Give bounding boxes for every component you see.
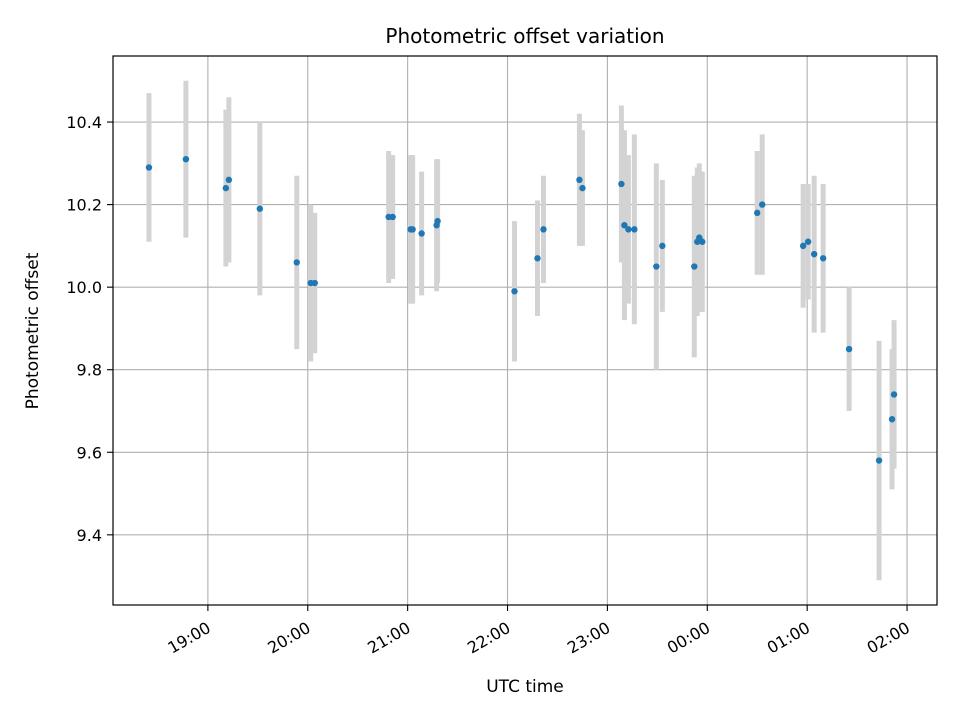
data-point [389, 213, 396, 221]
data-point [890, 391, 898, 398]
data-point [576, 176, 583, 184]
data-point [409, 226, 416, 233]
y-tick-label: 9.4 [77, 526, 102, 545]
data-point [625, 226, 632, 233]
data-point [699, 238, 706, 245]
y-tick-label: 9.6 [77, 443, 102, 462]
data-point [256, 205, 264, 212]
data-point [659, 242, 666, 250]
data-points [145, 155, 898, 464]
plot-frame [112, 55, 938, 606]
data-point [653, 263, 660, 270]
data-point [145, 164, 153, 171]
data-point [754, 209, 761, 217]
data-point [618, 180, 625, 188]
x-axis-label: UTC time [486, 677, 564, 697]
data-point [810, 250, 818, 258]
data-point [631, 226, 638, 233]
data-point [804, 238, 812, 245]
y-tick-label: 9.8 [77, 361, 102, 380]
data-point [418, 230, 425, 237]
y-axis-label: Photometric offset [23, 252, 43, 409]
data-point [691, 263, 698, 270]
y-axis-ticks: 9.4 9.6 9.8 10.0 10.2 10.4 [66, 113, 113, 545]
data-point [434, 217, 441, 225]
chart-title: Photometric offset variation [385, 24, 664, 48]
data-point [511, 288, 518, 295]
data-point [579, 184, 586, 192]
data-point [182, 155, 190, 163]
y-tick-label: 10.2 [66, 196, 102, 215]
grid-lines [113, 56, 937, 605]
data-point [875, 457, 883, 464]
data-point [540, 226, 547, 233]
y-tick-label: 10.0 [66, 278, 102, 297]
data-point [293, 259, 300, 266]
data-point [222, 184, 230, 192]
data-point [311, 279, 318, 287]
data-point [534, 255, 541, 262]
data-point [621, 222, 628, 229]
y-tick-label: 10.4 [66, 113, 102, 132]
data-point [845, 345, 853, 353]
data-point [819, 255, 827, 262]
data-point [799, 242, 807, 250]
data-point [888, 416, 896, 423]
data-point [759, 201, 766, 208]
data-point [225, 176, 233, 184]
